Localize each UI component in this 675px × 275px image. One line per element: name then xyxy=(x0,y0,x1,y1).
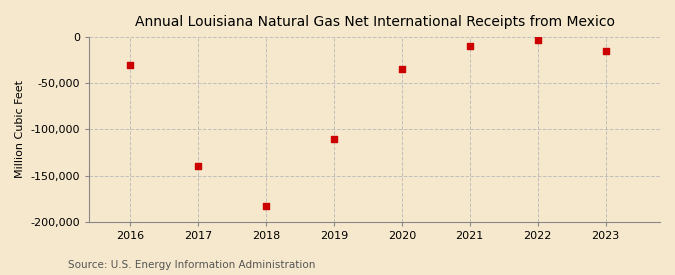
Point xyxy=(396,67,407,72)
Point xyxy=(464,44,475,49)
Point xyxy=(533,38,543,42)
Point xyxy=(261,204,271,208)
Title: Annual Louisiana Natural Gas Net International Receipts from Mexico: Annual Louisiana Natural Gas Net Interna… xyxy=(134,15,615,29)
Point xyxy=(329,136,340,141)
Point xyxy=(125,63,136,67)
Text: Source: U.S. Energy Information Administration: Source: U.S. Energy Information Administ… xyxy=(68,260,315,270)
Point xyxy=(600,49,611,53)
Y-axis label: Million Cubic Feet: Million Cubic Feet xyxy=(15,80,25,178)
Point xyxy=(192,164,203,169)
